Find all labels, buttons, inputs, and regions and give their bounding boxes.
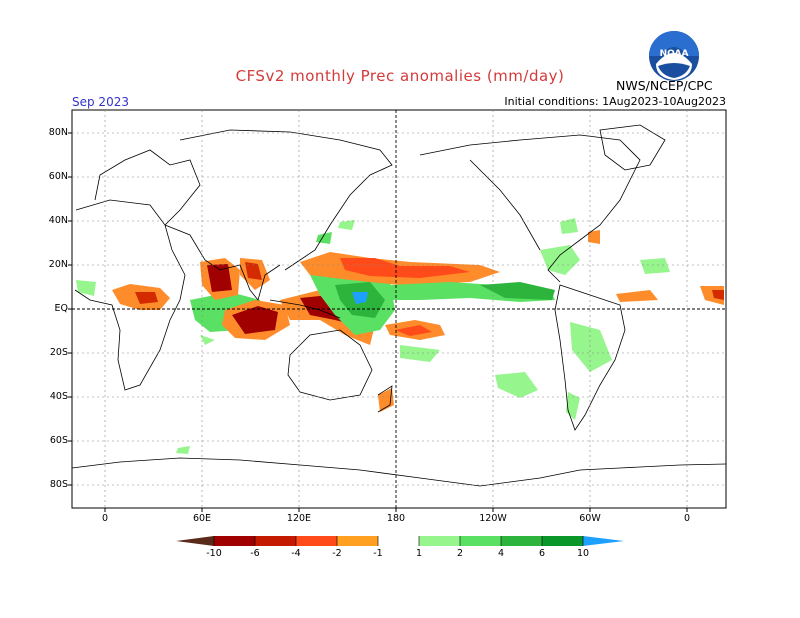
lon-label: 120W	[473, 513, 513, 524]
lat-label: 80S	[40, 479, 68, 490]
colorbar-swatch	[214, 536, 255, 546]
colorbar-label: 10	[568, 548, 598, 559]
lon-label: 0	[85, 513, 125, 524]
lat-label: 80N	[40, 127, 68, 138]
lon-label: 180	[376, 513, 416, 524]
colorbar-label: 1	[404, 548, 434, 559]
lat-label: 60N	[40, 171, 68, 182]
lat-label: EQ	[40, 303, 68, 314]
lon-label: 60E	[182, 513, 222, 524]
colorbar-swatch	[296, 536, 337, 546]
colorbar-swatch	[542, 536, 583, 546]
colorbar-label: -1	[363, 548, 393, 559]
lat-label: 20S	[40, 347, 68, 358]
lon-label: 120E	[279, 513, 319, 524]
lat-label: 40S	[40, 391, 68, 402]
colorbar-label: 6	[527, 548, 557, 559]
colorbar-label: -4	[281, 548, 311, 559]
anomaly-region	[640, 258, 670, 274]
colorbar-swatch	[419, 536, 460, 546]
lat-label: 60S	[40, 435, 68, 446]
colorbar-label: 2	[445, 548, 475, 559]
lon-label: 60W	[570, 513, 610, 524]
colorbar-arrow-right	[583, 536, 624, 546]
lat-label: 40N	[40, 215, 68, 226]
colorbar-label: 4	[486, 548, 516, 559]
colorbar-label: -6	[240, 548, 270, 559]
lon-label: 0	[667, 513, 707, 524]
colorbar-swatch	[460, 536, 501, 546]
colorbar-swatch	[501, 536, 542, 546]
lat-label: 20N	[40, 259, 68, 270]
colorbar-swatch	[255, 536, 296, 546]
colorbar-label: -2	[322, 548, 352, 559]
colorbar-swatch	[337, 536, 378, 546]
colorbar-arrow-left	[176, 536, 214, 546]
colorbar-swatch	[378, 536, 419, 546]
colorbar-label: -10	[199, 548, 229, 559]
colorbar	[176, 536, 624, 546]
